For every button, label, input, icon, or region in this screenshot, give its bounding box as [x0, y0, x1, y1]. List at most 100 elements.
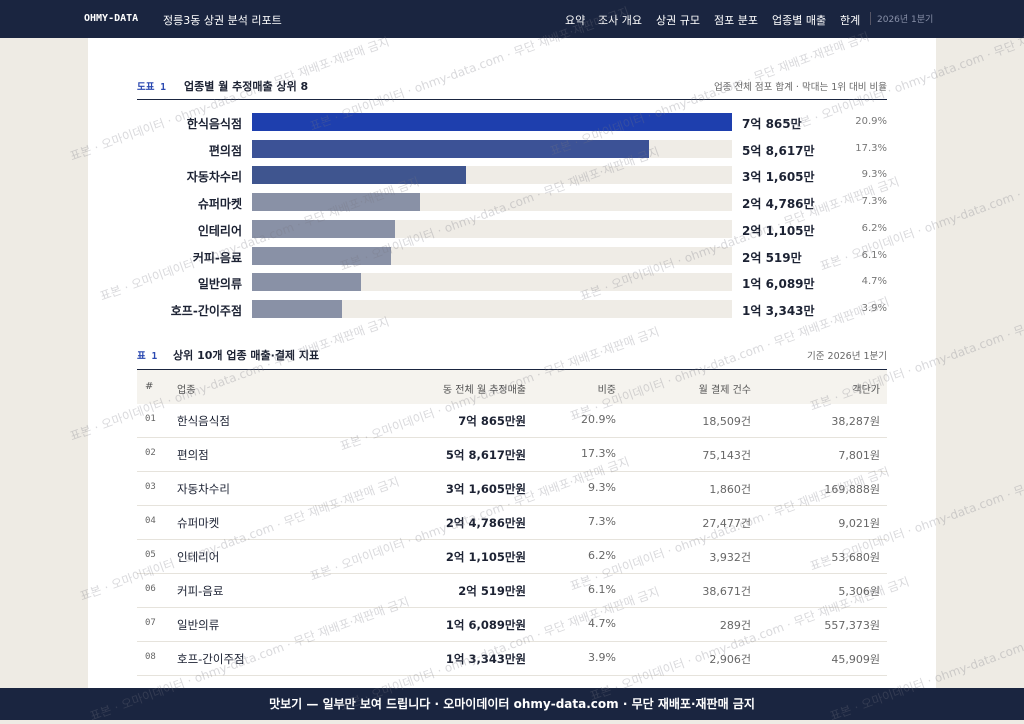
table-cell: 1억 3,343만원 [445, 652, 526, 666]
table-cell: 일반의류 [177, 618, 220, 632]
table-cell: 7억 865만원 [458, 414, 526, 428]
value-label: 1억 3,343만 [742, 303, 815, 318]
figure-note: 업종 전체 점포 합계 · 막대는 1위 대비 비율 [713, 82, 887, 93]
bar-label: 일반의류 [197, 277, 242, 292]
value-label: 1억 6,089만 [742, 277, 815, 292]
value-label: 2억 4,786만 [742, 197, 815, 212]
bar-label: 인테리어 [197, 223, 242, 238]
row-divider [137, 641, 887, 642]
table-cell: 75,143건 [702, 449, 751, 462]
bar [252, 166, 467, 185]
report-title: 정릉3동 상권 분석 리포트 [163, 14, 282, 27]
share-label: 4.7% [861, 276, 887, 288]
bar-label: 자동차수리 [186, 170, 242, 185]
row-divider [137, 675, 887, 676]
bar-label: 편의점 [208, 143, 242, 158]
table-cell: 06 [145, 584, 156, 594]
table-cell: 3.9% [588, 651, 616, 664]
table-cell: 한식음식점 [177, 414, 230, 428]
row-divider [137, 539, 887, 540]
table-note: 기준 2026년 1분기 [807, 351, 887, 362]
table-cell: 5,306원 [838, 585, 880, 598]
table-cell: 9.3% [588, 481, 616, 494]
table-cell: 289건 [719, 619, 751, 632]
table-cell: 1,860건 [709, 483, 751, 496]
bar [252, 113, 732, 131]
table-cell: 인테리어 [177, 550, 220, 564]
share-label: 20.9% [855, 116, 887, 127]
share-label: 6.1% [861, 249, 887, 261]
bar-track [252, 299, 732, 318]
table-cell: 4.7% [588, 617, 616, 630]
row-divider [137, 505, 887, 506]
table-cell: 557,373원 [824, 619, 880, 632]
value-label: 2억 1,105만 [742, 223, 815, 238]
nav-link[interactable]: 요약 [565, 14, 586, 27]
table-label: 표 1 [137, 351, 158, 362]
row-divider [137, 607, 887, 608]
table-cell: 9,021원 [838, 517, 880, 530]
table-cell: 20.9% [581, 413, 616, 426]
table-cell: 01 [145, 414, 156, 424]
share-label: 17.3% [855, 142, 887, 154]
table-cell: 17.3% [581, 447, 616, 460]
table-cell: 07 [145, 618, 156, 628]
figure-title: 업종별 월 추정매출 상위 8 [184, 80, 309, 93]
content: 도표 1 업종별 월 추정매출 상위 8 업종 전체 점포 합계 · 막대는 1… [137, 80, 887, 676]
table-title: 상위 10개 업종 매출·결제 지표 [173, 349, 320, 362]
row-divider [137, 573, 887, 574]
bar-label: 커피-음료 [192, 250, 242, 265]
value-label: 3억 1,605만 [742, 170, 815, 185]
row-divider [137, 437, 887, 438]
share-label: 6.2% [861, 222, 887, 234]
column-header: 업종 [177, 385, 196, 396]
table-cell: 38,671건 [702, 585, 751, 598]
table-cell: 슈퍼마켓 [177, 516, 220, 530]
table-cell: 5억 8,617만원 [445, 448, 526, 462]
footer-banner: 맛보기 — 일부만 보여 드립니다 · 오마이데이터 ohmy-data.com… [0, 688, 1024, 720]
table-cell: 2억 1,105만원 [445, 550, 526, 564]
table-cell: 03 [145, 482, 156, 492]
table-cell: 2억 4,786만원 [445, 516, 526, 530]
table-cell: 08 [145, 652, 156, 662]
table-cell: 편의점 [177, 448, 209, 462]
share-label: 3.9% [861, 302, 887, 314]
nav-link[interactable]: 상권 규모 [656, 14, 700, 27]
bar [252, 139, 650, 158]
bar [252, 246, 391, 265]
table-cell: 커피-음료 [177, 584, 224, 598]
column-header: 객단가 [852, 385, 880, 396]
value-label: 2억 519만 [742, 250, 802, 265]
table-cell: 3억 1,605만원 [445, 482, 526, 496]
column-header: 월 결제 건수 [698, 385, 751, 396]
nav-link[interactable]: 조사 개요 [598, 14, 642, 27]
bar [252, 193, 420, 212]
column-header: 동 전체 월 추정매출 [442, 385, 526, 396]
table-cell: 169,888원 [824, 483, 880, 496]
table-cell: 04 [145, 516, 156, 526]
table-cell: 2억 519만원 [458, 584, 526, 598]
nav-link[interactable]: 한계 [840, 14, 861, 27]
figure-label: 도표 1 [137, 82, 166, 93]
column-header: # [145, 381, 154, 392]
table-cell: 1억 6,089만원 [445, 618, 526, 632]
share-label: 9.3% [861, 169, 887, 181]
value-label: 7억 865만 [742, 117, 802, 131]
table-cell: 6.2% [588, 549, 616, 562]
table-cell: 2,906건 [709, 653, 751, 666]
table-cell: 18,509건 [702, 415, 751, 428]
table-cell: 53,680원 [831, 551, 880, 564]
bar-label: 슈퍼마켓 [197, 197, 242, 212]
share-label: 7.3% [861, 196, 887, 208]
table-cell: 38,287원 [831, 415, 880, 428]
bar-label: 한식음식점 [186, 117, 242, 131]
nav-link[interactable]: 점포 분포 [714, 14, 758, 27]
table-cell: 7.3% [588, 515, 616, 528]
table-header [137, 369, 887, 404]
table-cell: 6.1% [588, 583, 616, 596]
table-cell: 3,932건 [709, 551, 751, 564]
bar [252, 273, 361, 292]
bar [252, 299, 343, 318]
nav-link[interactable]: 업종별 매출 [772, 14, 827, 27]
column-header: 비중 [597, 385, 616, 396]
